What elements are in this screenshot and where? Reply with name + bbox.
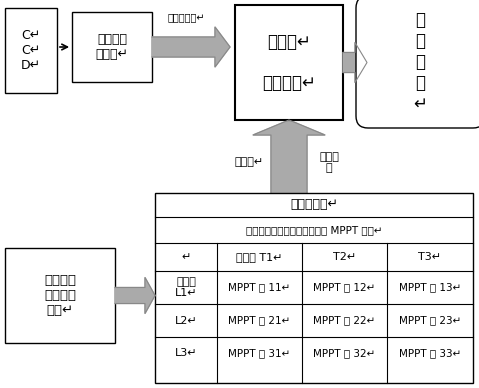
Text: MPPT 値 13↵: MPPT 値 13↵ <box>399 282 461 293</box>
Text: MPPT 値 12↵: MPPT 値 12↵ <box>313 282 376 293</box>
Text: 量观分度値↵: 量观分度値↵ <box>167 12 205 22</box>
Polygon shape <box>343 43 367 83</box>
Text: MPPT 値 31↵: MPPT 値 31↵ <box>228 348 291 359</box>
Text: L3↵: L3↵ <box>175 348 197 359</box>
Text: L2↵: L2↵ <box>175 315 197 326</box>
Polygon shape <box>115 277 155 314</box>
Text: 最佳値↵: 最佳値↵ <box>234 158 263 168</box>
Bar <box>5 8 57 93</box>
Text: MPPT 値 21↵: MPPT 値 21↵ <box>228 315 291 326</box>
Text: 取出库
中: 取出库 中 <box>319 152 339 173</box>
Text: 计算机↵

辅助诊断↵: 计算机↵ 辅助诊断↵ <box>262 33 316 92</box>
Text: 光强値
L1↵: 光强値 L1↵ <box>175 277 197 298</box>
Polygon shape <box>152 27 230 67</box>
Text: MPPT 値 23↵: MPPT 値 23↵ <box>399 315 461 326</box>
Text: C↵
C↵
D↵: C↵ C↵ D↵ <box>21 29 41 72</box>
Text: MPPT 値 22↵: MPPT 値 22↵ <box>313 315 376 326</box>
Bar <box>72 12 152 82</box>
Text: MPPT 値 32↵: MPPT 値 32↵ <box>313 348 376 359</box>
Text: 经验数据库↵: 经验数据库↵ <box>290 199 338 211</box>
Bar <box>155 193 473 383</box>
Bar <box>5 248 115 343</box>
Text: T2↵: T2↵ <box>333 252 356 262</box>
Text: ↵: ↵ <box>182 252 191 262</box>
Text: MPPT 値 33↵: MPPT 値 33↵ <box>399 348 461 359</box>
Text: T3↵: T3↵ <box>419 252 442 262</box>
FancyBboxPatch shape <box>356 0 479 128</box>
Text: 温度値 T1↵: 温度値 T1↵ <box>236 252 283 262</box>
Polygon shape <box>253 120 325 205</box>
Text: 双传感器
各自参数
输入↵: 双传感器 各自参数 输入↵ <box>44 274 76 317</box>
Bar <box>235 5 343 120</box>
Text: MPPT 値 11↵: MPPT 値 11↵ <box>228 282 291 293</box>
Text: （取光强温度各三种情况下的 MPPT 値）↵: （取光强温度各三种情况下的 MPPT 値）↵ <box>246 225 382 235</box>
Text: 得
出
结
论
↵: 得 出 结 论 ↵ <box>413 11 427 113</box>
Text: 图像采集
与分割↵: 图像采集 与分割↵ <box>95 33 128 61</box>
